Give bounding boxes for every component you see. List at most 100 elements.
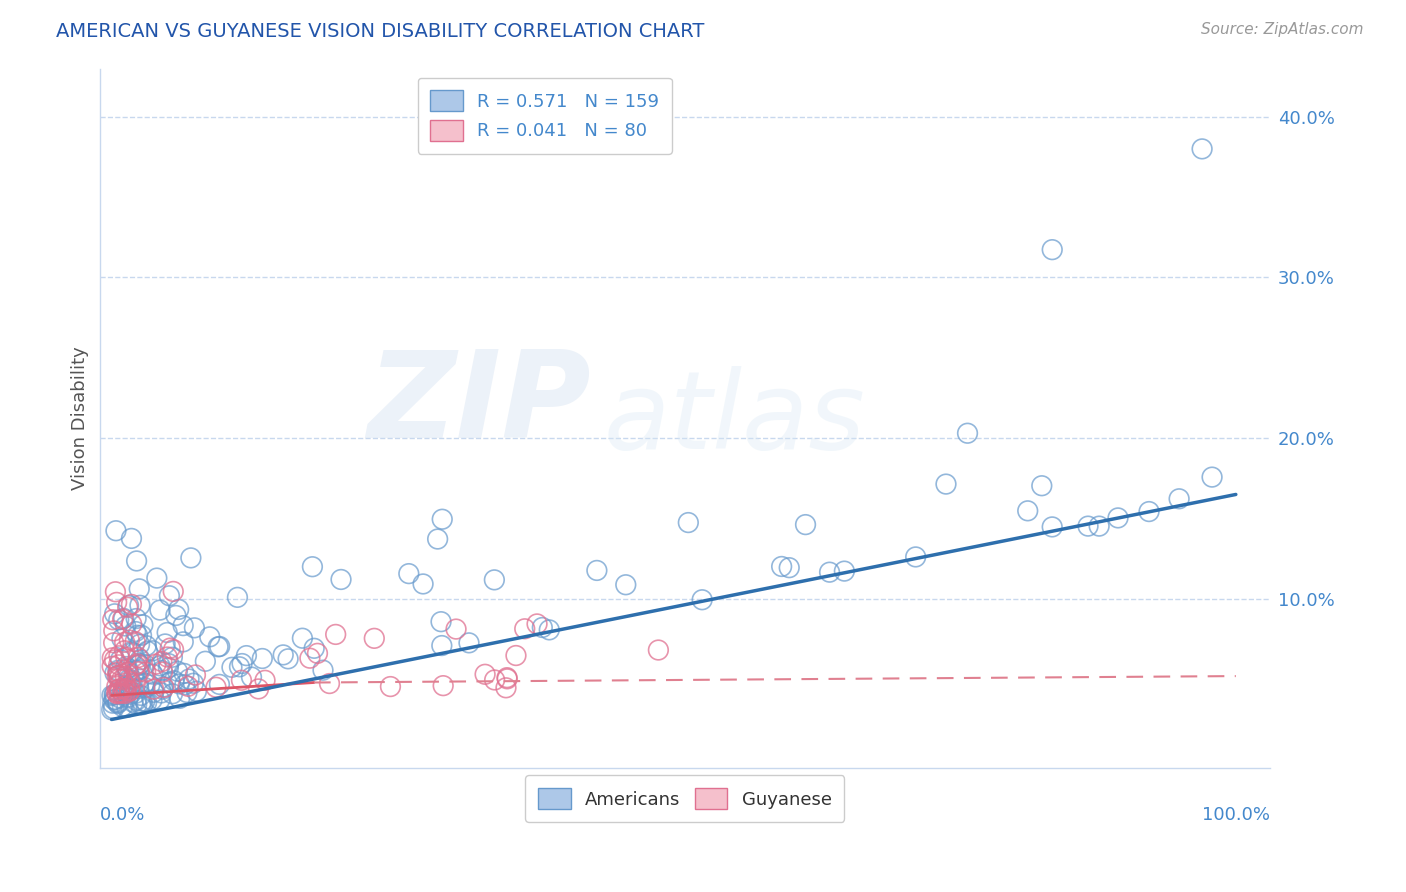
Point <box>444 622 467 636</box>
Point <box>135 696 157 710</box>
Point <box>207 640 229 654</box>
Point <box>103 692 125 706</box>
Point <box>117 665 139 679</box>
Point <box>426 532 449 546</box>
Point <box>153 637 176 651</box>
Point <box>118 683 141 698</box>
Point <box>398 566 420 581</box>
Point <box>156 625 179 640</box>
Point <box>115 700 138 714</box>
Point <box>186 684 208 698</box>
Point <box>101 651 124 665</box>
Point <box>142 644 165 658</box>
Y-axis label: Vision Disability: Vision Disability <box>72 346 89 490</box>
Point <box>104 687 127 701</box>
Point <box>412 577 434 591</box>
Point <box>110 653 132 667</box>
Point <box>134 657 156 672</box>
Point <box>432 679 454 693</box>
Point <box>231 657 253 671</box>
Point <box>173 666 195 681</box>
Point <box>117 665 139 680</box>
Point <box>149 658 172 673</box>
Point <box>118 633 141 648</box>
Point <box>111 686 134 700</box>
Point <box>114 669 136 683</box>
Point <box>474 667 496 681</box>
Point <box>141 693 163 707</box>
Point <box>107 695 129 709</box>
Point <box>157 589 180 603</box>
Point <box>432 512 454 526</box>
Point <box>1201 470 1223 484</box>
Point <box>291 631 314 645</box>
Point <box>121 646 143 660</box>
Point <box>107 696 129 710</box>
Point <box>108 685 131 699</box>
Legend: Americans, Guyanese: Americans, Guyanese <box>526 775 845 822</box>
Point <box>111 699 134 714</box>
Point <box>105 687 128 701</box>
Point <box>678 516 700 530</box>
Point <box>184 668 207 682</box>
Point <box>150 664 173 678</box>
Point <box>142 685 165 699</box>
Point <box>129 689 152 703</box>
Point <box>538 623 561 637</box>
Point <box>127 677 149 691</box>
Point <box>770 559 793 574</box>
Point <box>208 677 231 691</box>
Point <box>162 687 184 701</box>
Point <box>159 641 181 656</box>
Point <box>114 644 136 658</box>
Point <box>127 650 149 665</box>
Point <box>128 637 150 651</box>
Point <box>108 690 131 705</box>
Point <box>114 619 136 633</box>
Point <box>128 681 150 696</box>
Point <box>112 687 135 701</box>
Point <box>167 602 190 616</box>
Point <box>125 698 148 712</box>
Point <box>172 635 194 649</box>
Point <box>430 639 453 653</box>
Point <box>956 426 979 441</box>
Point <box>240 670 263 684</box>
Point <box>526 616 548 631</box>
Point <box>114 686 136 700</box>
Point <box>105 595 128 609</box>
Point <box>205 680 228 694</box>
Point <box>107 696 129 710</box>
Point <box>458 636 481 650</box>
Point <box>111 632 134 646</box>
Point <box>104 607 127 621</box>
Point <box>101 659 124 673</box>
Point <box>169 677 191 691</box>
Point <box>496 671 519 685</box>
Point <box>111 612 134 626</box>
Point <box>162 650 184 665</box>
Point <box>194 654 217 668</box>
Point <box>131 628 153 642</box>
Point <box>125 664 148 678</box>
Point <box>318 676 340 690</box>
Point <box>152 682 174 697</box>
Point <box>163 673 186 688</box>
Point <box>614 578 637 592</box>
Point <box>363 632 385 646</box>
Point <box>1191 142 1213 156</box>
Text: ZIP: ZIP <box>367 345 592 463</box>
Point <box>298 651 321 665</box>
Point <box>150 686 173 700</box>
Point <box>484 573 506 587</box>
Point <box>128 663 150 677</box>
Point <box>1031 479 1053 493</box>
Point <box>112 611 135 625</box>
Point <box>118 684 141 698</box>
Text: atlas: atlas <box>603 366 865 471</box>
Point <box>118 672 141 686</box>
Point <box>124 658 146 673</box>
Point <box>142 667 165 681</box>
Point <box>325 627 347 641</box>
Point <box>115 686 138 700</box>
